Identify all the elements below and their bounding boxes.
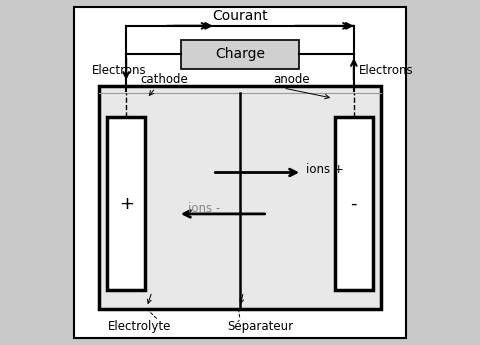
- Bar: [98, 86, 382, 309]
- Text: cathode: cathode: [140, 72, 188, 86]
- Text: -: -: [350, 195, 357, 213]
- Text: +: +: [119, 195, 133, 213]
- Bar: [107, 117, 145, 290]
- Text: anode: anode: [274, 72, 310, 86]
- Text: Séparateur: Séparateur: [228, 319, 294, 333]
- Text: Electrons: Electrons: [359, 64, 414, 77]
- Bar: [335, 117, 373, 290]
- Bar: [181, 40, 299, 69]
- Text: ions -: ions -: [188, 202, 220, 215]
- Text: Charge: Charge: [215, 47, 265, 61]
- Text: Electrolyte: Electrolyte: [108, 319, 172, 333]
- Text: Electrons: Electrons: [92, 64, 146, 77]
- Text: Courant: Courant: [212, 9, 268, 22]
- Text: ions +: ions +: [306, 162, 343, 176]
